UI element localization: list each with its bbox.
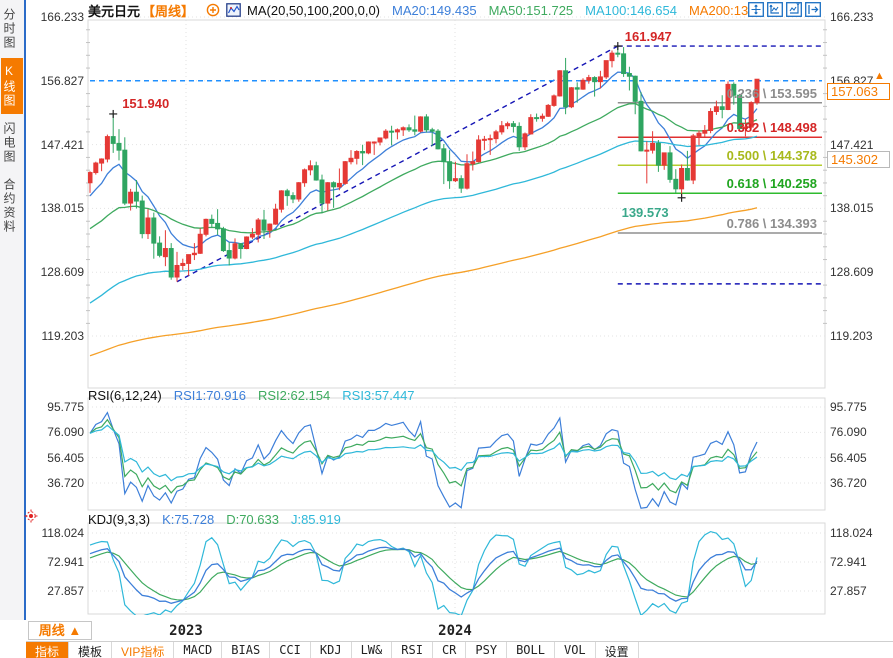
main-axis-left-label: 119.203 xyxy=(41,329,85,343)
price-up-arrow-icon: ▲ xyxy=(874,70,885,83)
axis-scale-left-icon[interactable] xyxy=(767,2,783,17)
main-axis-left-label: 147.421 xyxy=(40,137,84,152)
kdj-header: KDJ(9,3,3) K:75.728 D:70.633 J:85.919 xyxy=(88,512,341,527)
ma100-value: MA100:146.654 xyxy=(585,2,677,18)
ma50-value: MA50:151.725 xyxy=(488,2,574,18)
indicator-tab-lw&[interactable]: LW& xyxy=(352,642,393,658)
indicator-tab-指标[interactable]: 指标 xyxy=(26,642,70,658)
rsi-axis-right-label: 95.775 xyxy=(830,400,867,414)
alert-sun-icon[interactable] xyxy=(24,509,38,523)
main-axis-left-label: 138.015 xyxy=(40,201,84,216)
sidebar-item-candle-chart[interactable]: K线图 xyxy=(1,58,23,114)
rsi-title: RSI(6,12,24) xyxy=(88,388,162,403)
indicator-tab-设置[interactable]: 设置 xyxy=(596,642,639,658)
main-axis-right-label: 166.233 xyxy=(830,10,874,24)
period-tag: 【周线】 xyxy=(142,3,195,19)
ma20-value: MA20:149.435 xyxy=(392,2,477,18)
early-high-label: 151.940 xyxy=(122,95,170,111)
axis-scale-right-icon[interactable] xyxy=(786,2,802,17)
swing-low-label: 139.573 xyxy=(621,204,669,220)
symbol-name: 美元日元 xyxy=(88,3,141,19)
fib-level-label: 0.236 \ 153.595 xyxy=(726,85,817,101)
rsi-axis-left-label: 95.775 xyxy=(47,400,84,414)
rsi3-value: RSI3:57.447 xyxy=(342,388,415,403)
indicator-tabbar: 指标 模板 VIP指标 MACD BIAS CCI KDJ LW& RSI CR PSY BOLL VO… xyxy=(26,641,893,658)
ma-settings-label: MA(20,50,100,200,0,0) xyxy=(247,2,381,18)
rsi-axis-right-label: 56.405 xyxy=(830,450,867,465)
mini-chart-icon[interactable] xyxy=(226,3,241,17)
rsi-header: RSI(6,12,24) RSI1:70.916 RSI2:62.154 RSI… xyxy=(88,388,415,403)
current-price-box: 157.063 xyxy=(827,83,890,101)
pan-right-icon[interactable] xyxy=(805,2,821,17)
sidebar-item-timeline-chart[interactable]: 分时图 xyxy=(2,8,16,50)
kdj-axis-right-label: 72.941 xyxy=(830,555,867,569)
main-axis-right-label: 128.609 xyxy=(830,265,874,280)
fib-level-label: 0.500 \ 144.378 xyxy=(726,148,817,164)
fib-level-label: 0.786 \ 134.393 xyxy=(726,215,817,231)
sidebar-item-contract-info[interactable]: 合约资料 xyxy=(2,178,16,234)
indicator-tab-bias[interactable]: BIAS xyxy=(222,642,271,658)
rsi-axis-right-label: 76.090 xyxy=(830,425,867,440)
main-axis-left-label: 128.609 xyxy=(40,265,84,280)
indicator-tab-模板[interactable]: 模板 xyxy=(69,642,113,658)
ma200-value: MA200:13 xyxy=(688,2,749,18)
indicator-tab-psy[interactable]: PSY xyxy=(466,642,508,658)
rsi-axis-left-label: 76.090 xyxy=(47,425,84,440)
x-axis-year-label: 2024 xyxy=(438,623,472,639)
x-axis-year-label: 2023 xyxy=(169,623,203,639)
chart-toolbar xyxy=(748,2,821,17)
rsi-axis-left-label: 56.405 xyxy=(47,450,84,465)
indicator-tab-rsi[interactable]: RSI xyxy=(392,642,433,658)
peak-high-label: 161.947 xyxy=(624,29,672,45)
main-axis-right-label: 119.203 xyxy=(830,329,873,343)
fib-level-label: 0.618 \ 140.258 xyxy=(726,176,817,192)
fib-level-label: 0.382 \ 148.498 xyxy=(726,120,817,136)
kdj-axis-right-label: 27.857 xyxy=(830,584,867,598)
indicator-tab-macd[interactable]: MACD xyxy=(174,642,223,658)
indicator-tab-kdj[interactable]: KDJ xyxy=(311,642,352,658)
crosshair-icon[interactable] xyxy=(748,2,764,17)
left-sidebar: 分时图 K线图 闪电图 合约资料 xyxy=(0,0,26,620)
main-axis-left-label: 166.233 xyxy=(40,10,84,24)
main-axis-right-label: 147.421 xyxy=(830,137,874,152)
add-indicator-icon[interactable] xyxy=(206,3,220,17)
rsi-axis-right-label: 36.720 xyxy=(830,476,867,490)
kdj-axis-left-label: 72.941 xyxy=(47,555,84,569)
kdj-title: KDJ(9,3,3) xyxy=(88,512,151,527)
indicator-tab-boll[interactable]: BOLL xyxy=(507,642,555,658)
kdj-axis-left-label: 27.857 xyxy=(47,584,84,598)
rsi2-value: RSI2:62.154 xyxy=(257,388,331,403)
indicator-tab-cci[interactable]: CCI xyxy=(270,642,311,658)
kdj-j-value: J:85.919 xyxy=(290,512,341,527)
indicator-tab-vip指标[interactable]: VIP指标 xyxy=(112,642,175,658)
main-axis-right-label: 138.015 xyxy=(830,201,874,216)
sidebar-item-flash-chart[interactable]: 闪电图 xyxy=(2,122,16,164)
indicator-tab-vol[interactable]: VOL xyxy=(555,642,596,658)
kdj-axis-left-label: 118.024 xyxy=(41,526,85,540)
period-selector[interactable]: 周线 ▲ xyxy=(28,621,92,640)
kdj-k-value: K:75.728 xyxy=(162,512,215,527)
secondary-price-box: 145.302 xyxy=(827,150,890,168)
x-axis-row: 周线 ▲ 2023 2024 xyxy=(26,620,893,641)
indicator-tab-cr[interactable]: CR xyxy=(433,642,467,658)
kdj-d-value: D:70.633 xyxy=(226,512,279,527)
main-axis-left-label: 156.827 xyxy=(40,73,84,88)
rsi-axis-left-label: 36.720 xyxy=(47,476,84,490)
kdj-axis-right-label: 118.024 xyxy=(830,526,873,540)
rsi1-value: RSI1:70.916 xyxy=(173,388,246,403)
chart-header: 美元日元 【周线】 MA(20,50,100,200,0,0) MA20:149… xyxy=(88,2,749,19)
